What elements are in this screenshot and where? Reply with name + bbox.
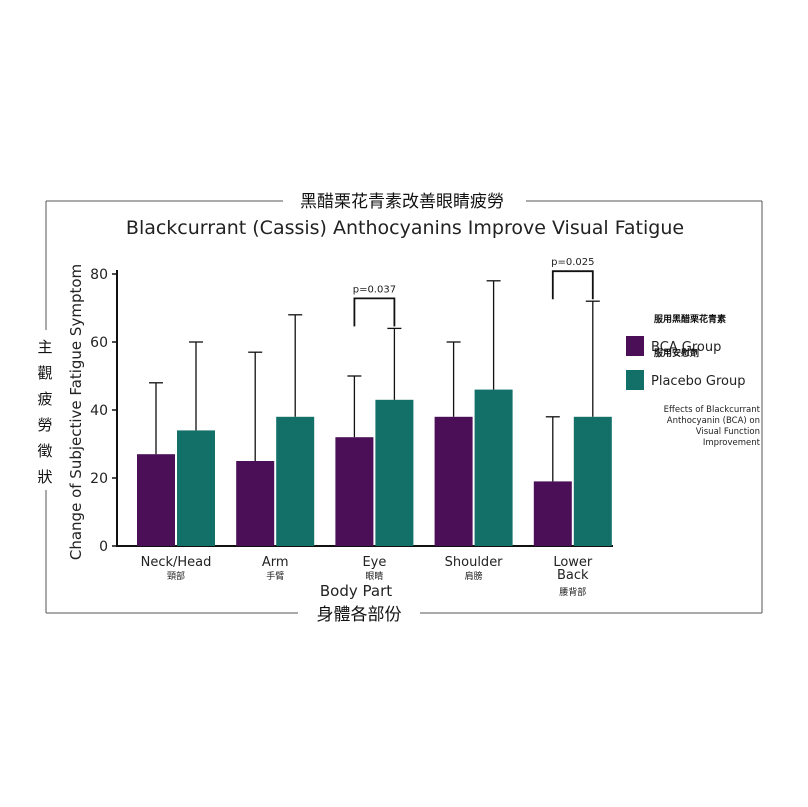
y-axis-label-zh-char: 勞 xyxy=(37,416,52,434)
legend-swatch xyxy=(626,370,644,390)
chart-title: Blackcurrant (Cassis) Anthocyanins Impro… xyxy=(126,217,684,239)
x-tick-label: Neck/Head xyxy=(141,555,212,570)
bar xyxy=(375,399,414,546)
legend-note-line: Improvement xyxy=(703,438,761,448)
x-tick-label-zh: 手臂 xyxy=(266,570,284,582)
legend-label: BCA Group xyxy=(651,340,721,355)
y-tick-label: 60 xyxy=(90,335,108,351)
bar xyxy=(335,437,374,546)
legend-note-line: Anthocyanin (BCA) on xyxy=(667,416,760,426)
p-value-label: p=0.037 xyxy=(353,284,396,295)
y-axis-label-zh-char: 狀 xyxy=(37,468,52,486)
y-tick-label: 40 xyxy=(90,403,108,419)
bar xyxy=(177,430,215,546)
bar xyxy=(137,454,175,546)
y-axis-label-zh-char: 觀 xyxy=(37,364,52,382)
bar xyxy=(236,461,275,546)
x-tick-label: Back xyxy=(557,568,589,583)
legend-swatch xyxy=(626,336,644,356)
x-tick-label-zh: 腰背部 xyxy=(559,586,586,598)
bar xyxy=(474,389,513,546)
y-axis-label-zh-char: 徵 xyxy=(37,442,52,460)
y-axis-label: Change of Subjective Fatigue Symptom xyxy=(67,264,85,560)
x-tick-label: Shoulder xyxy=(445,555,504,570)
y-tick-label: 20 xyxy=(90,471,108,487)
bar xyxy=(533,481,572,546)
x-tick-label: Lower xyxy=(553,555,593,570)
y-axis-label-zh-char: 疲 xyxy=(37,390,52,408)
legend-label-zh: 服用安慰劑 xyxy=(654,347,699,359)
y-tick-label: 0 xyxy=(99,539,108,555)
bar xyxy=(434,416,473,546)
chart-title-zh: 黑醋栗花青素改善眼睛疲勞 xyxy=(300,192,504,212)
legend-label-zh: 服用黑醋栗花青素 xyxy=(654,313,726,325)
bar xyxy=(573,416,612,546)
legend-note-line: Effects of Blackcurrant xyxy=(664,405,761,415)
legend-label: Placebo Group xyxy=(651,374,745,389)
x-tick-label: Arm xyxy=(262,555,289,570)
x-tick-label-zh: 眼睛 xyxy=(365,571,383,582)
y-tick-label: 80 xyxy=(90,267,108,283)
x-tick-label-zh: 肩膀 xyxy=(465,570,483,582)
bar xyxy=(276,416,315,546)
y-axis-label-zh-char: 主 xyxy=(37,338,52,356)
p-value-label: p=0.025 xyxy=(551,257,594,268)
x-tick-label-zh: 頸部 xyxy=(167,570,185,582)
significance-bracket xyxy=(551,270,594,300)
significance-bracket xyxy=(353,297,396,327)
x-axis-label: Body Part xyxy=(320,582,392,600)
x-tick-label: Eye xyxy=(362,555,386,570)
x-axis-label-zh: 身體各部份 xyxy=(317,605,402,625)
legend-note-line: Visual Function xyxy=(696,427,760,437)
